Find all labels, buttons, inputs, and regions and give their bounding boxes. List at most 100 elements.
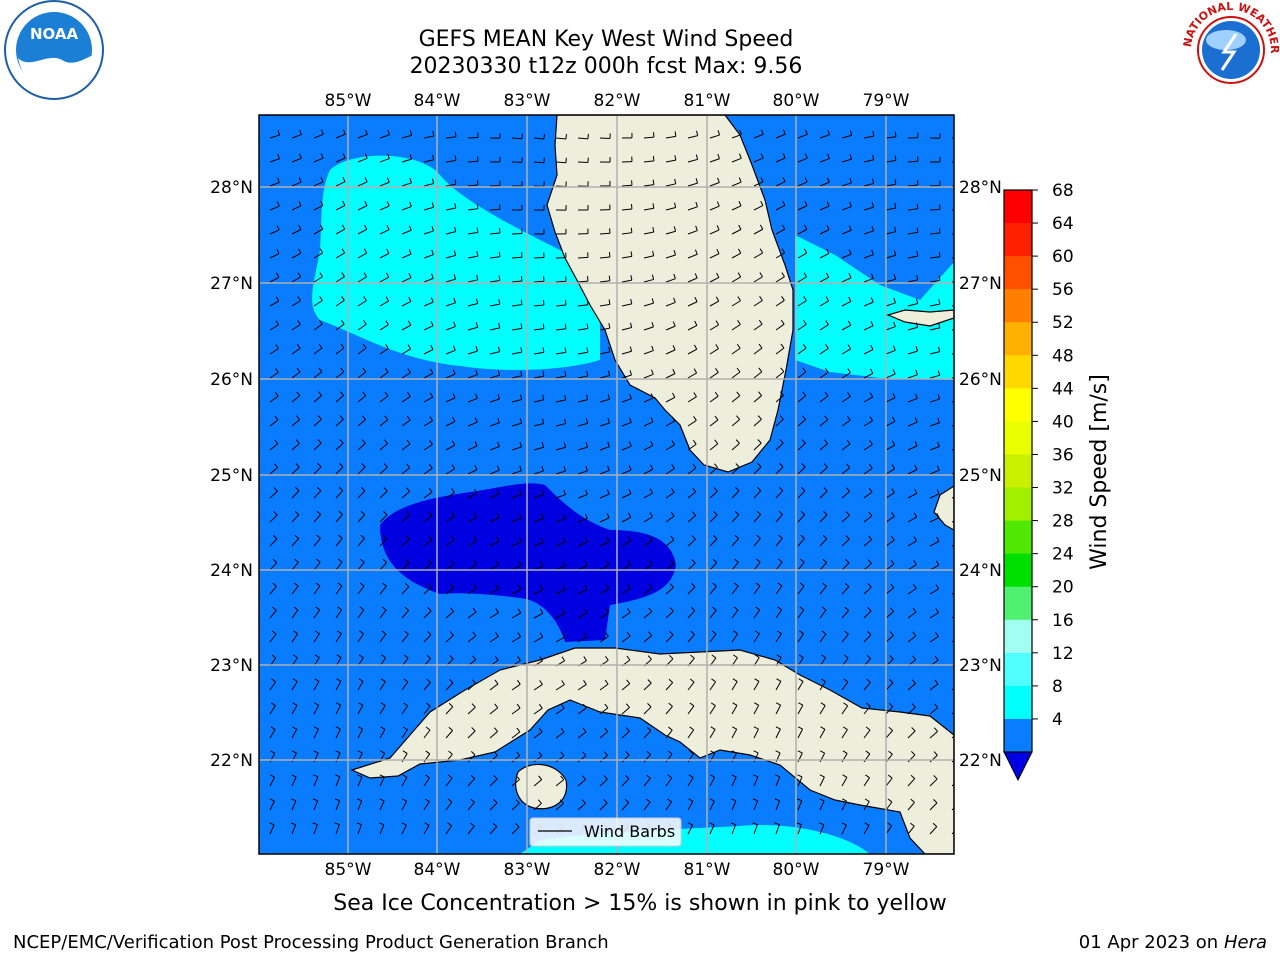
wind-barb xyxy=(423,535,433,547)
wind-barb xyxy=(621,560,632,571)
wind-barb xyxy=(775,510,783,523)
wind-barb xyxy=(687,726,695,739)
wind-barb xyxy=(797,391,807,403)
wind-barb xyxy=(621,465,632,475)
wind-barb xyxy=(445,631,454,643)
wind-barb xyxy=(775,176,786,187)
wind-barb xyxy=(709,225,720,235)
wind-barb xyxy=(797,678,804,691)
wind-barb xyxy=(445,774,453,787)
wind-barb xyxy=(313,319,323,331)
wind-barb xyxy=(929,536,940,547)
wind-barb xyxy=(951,831,954,835)
wind-barb xyxy=(489,394,501,403)
wind-barb xyxy=(687,702,695,715)
wind-barb xyxy=(379,177,390,187)
wind-barb xyxy=(797,415,806,427)
wind-barb xyxy=(687,535,696,547)
wind-barb xyxy=(885,226,897,235)
colorbar-tick-label: 20 xyxy=(1052,578,1074,598)
lat-label-left: 23°N xyxy=(210,656,253,676)
wind-barb xyxy=(290,822,297,835)
wind-barb xyxy=(555,799,564,811)
map-frame xyxy=(258,114,955,855)
wind-barb xyxy=(819,582,827,595)
wind-barb xyxy=(423,226,434,235)
wind-barb xyxy=(665,440,675,451)
colorbar-segment xyxy=(1004,454,1032,489)
wind-barb xyxy=(313,177,324,187)
wind-barb xyxy=(467,727,476,739)
chart-subtitle: 20230330 t12z 000h fcst Max: 9.56 xyxy=(409,54,803,79)
wind-barb xyxy=(885,512,895,523)
wind-barb xyxy=(423,559,432,571)
wind-barb xyxy=(555,157,567,164)
wind-barb xyxy=(665,559,675,571)
wind-barb xyxy=(379,534,388,547)
wind-barb xyxy=(533,371,545,379)
wind-barb xyxy=(511,133,523,140)
wind-barb xyxy=(819,367,829,379)
wind-barb xyxy=(577,680,587,691)
wind-barb xyxy=(335,176,346,187)
wind-barb xyxy=(863,178,875,187)
wind-barb xyxy=(929,727,938,739)
wind-barb xyxy=(753,439,762,451)
wind-barb xyxy=(291,153,302,163)
wind-barb xyxy=(863,154,875,163)
wind-barb xyxy=(643,155,655,163)
wind-barb xyxy=(599,536,610,547)
wind-barb xyxy=(775,726,781,739)
wind-barb xyxy=(643,345,654,355)
wind-barb xyxy=(577,775,586,787)
wind-barb xyxy=(423,463,433,475)
wind-barb xyxy=(533,442,545,451)
wind-barb xyxy=(907,560,917,571)
wind-barb xyxy=(379,344,389,355)
wind-barb xyxy=(467,822,475,835)
wind-barb xyxy=(511,252,523,259)
wind-barb xyxy=(841,201,852,211)
wind-barb xyxy=(687,630,695,643)
wind-barb xyxy=(313,296,323,307)
wind-barb xyxy=(335,129,346,139)
wind-barb xyxy=(291,702,298,715)
wind-barb xyxy=(687,154,699,163)
wind-barb xyxy=(357,129,368,139)
wind-barb xyxy=(599,133,611,139)
wind-barb xyxy=(797,367,807,379)
wind-barb xyxy=(841,415,851,427)
wind-barb xyxy=(929,775,938,787)
wind-barb xyxy=(709,463,718,475)
wind-barb xyxy=(423,178,435,187)
wind-barb xyxy=(774,822,780,835)
wind-barb xyxy=(797,606,805,619)
wind-barb xyxy=(445,440,456,451)
wind-barb xyxy=(643,679,652,691)
wind-barb xyxy=(621,727,630,739)
wind-barb xyxy=(357,391,367,403)
wind-barb xyxy=(445,250,457,259)
wind-barb xyxy=(423,131,435,139)
wind-barb xyxy=(269,391,279,403)
wind-barb xyxy=(841,702,849,715)
wind-barb xyxy=(753,272,763,283)
wind-barb xyxy=(511,442,522,451)
wind-barb xyxy=(269,511,278,523)
wind-barb xyxy=(752,822,758,835)
wind-barb xyxy=(929,679,939,691)
wind-barb xyxy=(445,131,457,139)
wind-barb xyxy=(533,799,542,811)
wind-barb xyxy=(775,415,784,427)
wind-barb xyxy=(621,370,633,379)
wind-barb xyxy=(379,606,387,619)
wind-barb xyxy=(643,583,653,595)
wind-barb xyxy=(885,369,896,379)
wind-barb xyxy=(379,296,390,307)
wind-barb xyxy=(907,798,915,811)
wind-barb xyxy=(885,345,896,355)
wind-barb xyxy=(731,153,742,163)
lat-label-right: 22°N xyxy=(959,751,1002,771)
wind-barb xyxy=(775,774,781,787)
wind-barb xyxy=(335,510,343,523)
